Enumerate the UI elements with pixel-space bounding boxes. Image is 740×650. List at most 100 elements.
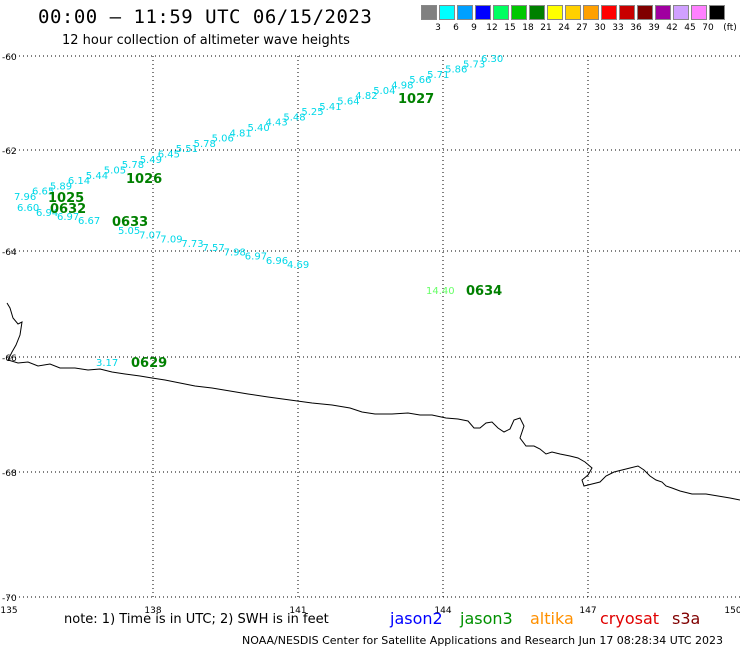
- lat-label: -66: [2, 354, 17, 364]
- swh-value: 6.94: [36, 208, 58, 219]
- swh-value: 6.45: [158, 150, 180, 161]
- legend-swatch: [601, 5, 617, 20]
- legend-swatch: [457, 5, 473, 20]
- swh-value: 5.51: [176, 144, 198, 155]
- credit-line: NOAA/NESDIS Center for Satellite Applica…: [242, 634, 724, 647]
- swh-value: 5.06: [212, 134, 234, 145]
- lon-label: 135: [0, 606, 17, 616]
- graticule: [7, 55, 740, 600]
- legend-swatch: [493, 5, 509, 20]
- legend-label: 6: [453, 23, 459, 33]
- swh-value: 5.48: [283, 112, 305, 123]
- swh-value: 6.65: [32, 187, 54, 198]
- lon-label: 138: [144, 606, 161, 616]
- legend-swatch: [439, 5, 455, 20]
- legend-swatch: [475, 5, 491, 20]
- swh-value: 6.97: [245, 252, 267, 263]
- swh-value: 4.81: [230, 128, 252, 139]
- swh-value: 7.96: [14, 192, 36, 203]
- swh-value: 4.43: [266, 118, 288, 129]
- footnote: note: 1) Time is in UTC; 2) SWH is in fe…: [64, 612, 329, 627]
- legend-label: 18: [522, 23, 534, 33]
- swh-value: 6.14: [68, 176, 90, 187]
- latitude-labels: -60 -62 -64 -66 -68 -70: [2, 53, 17, 604]
- swh-value: 5.66: [409, 75, 431, 86]
- lat-label: -70: [2, 594, 17, 604]
- legend-swatch: [691, 5, 707, 20]
- legend-swatch: [655, 5, 671, 20]
- legend-label: 36: [630, 23, 642, 33]
- lon-label: 150: [724, 606, 740, 616]
- swh-value: 5.89: [50, 181, 72, 192]
- mission-name: jason2: [390, 609, 443, 628]
- legend-label: 45: [684, 23, 696, 33]
- mission-name: s3a: [672, 609, 701, 628]
- swh-value: 5.44: [86, 171, 108, 182]
- mission-name: jason3: [460, 609, 513, 628]
- legend-swatch: [619, 5, 635, 20]
- lon-label: 144: [434, 606, 451, 616]
- swh-value: 4.69: [287, 260, 309, 271]
- legend-label: 42: [666, 23, 678, 33]
- swh-value: 5.40: [248, 123, 270, 134]
- lat-label: -68: [2, 469, 17, 479]
- legend-swatch: [529, 5, 545, 20]
- swh-value: 6.67: [78, 216, 100, 227]
- legend-unit: (ft): [723, 23, 737, 33]
- legend-label: 70: [702, 23, 714, 33]
- swh-value: 7.98: [224, 247, 246, 258]
- swh-value: 6.96: [266, 256, 288, 267]
- legend-swatch: [547, 5, 563, 20]
- swh-value: 5.49: [140, 155, 162, 166]
- mission-name: altika: [530, 609, 574, 628]
- legend-swatch: [421, 5, 437, 20]
- map-title: 00:00 – 11:59 UTC 06/15/2023: [38, 6, 373, 28]
- swh-value: 5.86: [445, 65, 467, 76]
- lon-label: 141: [289, 606, 306, 616]
- swh-value: 7.07: [139, 230, 161, 241]
- antarctic-coastline: [6, 302, 740, 501]
- swh-value: 7.09: [160, 235, 182, 246]
- swh-value: 4.98: [391, 81, 413, 92]
- pass-time-label: 1025: [48, 191, 84, 206]
- swh-value: 6.97: [57, 212, 79, 223]
- legend-label: 15: [504, 23, 516, 33]
- swh-value: 6.30: [481, 54, 503, 65]
- pass-time-label: 0633: [112, 215, 148, 230]
- swh-value: 5.78: [194, 139, 216, 150]
- swh-value: 3.17: [96, 358, 118, 369]
- pass-time-label: 0634: [466, 284, 502, 299]
- swh-value: 6.60: [17, 203, 39, 214]
- longitude-labels: 135 138 141 144 147 150: [0, 606, 740, 616]
- altimeter-tracks: 6.305.735.865.715.664.985.044.825.645.41…: [14, 54, 503, 371]
- swh-value: 5.64: [337, 97, 359, 108]
- legend-label: 24: [558, 23, 570, 33]
- swh-value: 7.73: [181, 239, 203, 250]
- lon-label: 147: [579, 606, 596, 616]
- swh-value: 4.82: [355, 91, 377, 102]
- swh-value: 5.41: [319, 102, 341, 113]
- legend-label: 27: [576, 23, 588, 33]
- legend-swatch: [637, 5, 653, 20]
- swh-value: 14.40: [426, 286, 455, 297]
- swh-value: 5.78: [122, 160, 144, 171]
- legend-label: 33: [612, 23, 624, 33]
- swh-value: 5.05: [104, 166, 126, 177]
- pass-time-label: 0632: [50, 202, 86, 217]
- legend-swatch: [709, 5, 725, 20]
- map-subtitle: 12 hour collection of altimeter wave hei…: [62, 33, 350, 48]
- swh-value: 5.71: [427, 70, 449, 81]
- pass-time-label: 1026: [126, 172, 162, 187]
- legend-label: 12: [486, 23, 498, 33]
- swh-value: 5.05: [118, 226, 140, 237]
- legend-label: 9: [471, 23, 477, 33]
- swh-value: 5.04: [373, 86, 395, 97]
- legend-swatch: [583, 5, 599, 20]
- swh-value: 7.57: [203, 243, 225, 254]
- legend-label: 3: [435, 23, 441, 33]
- legend-swatch: [673, 5, 689, 20]
- swh-value: 5.25: [301, 107, 323, 118]
- legend-swatch: [565, 5, 581, 20]
- legend-swatch: [511, 5, 527, 20]
